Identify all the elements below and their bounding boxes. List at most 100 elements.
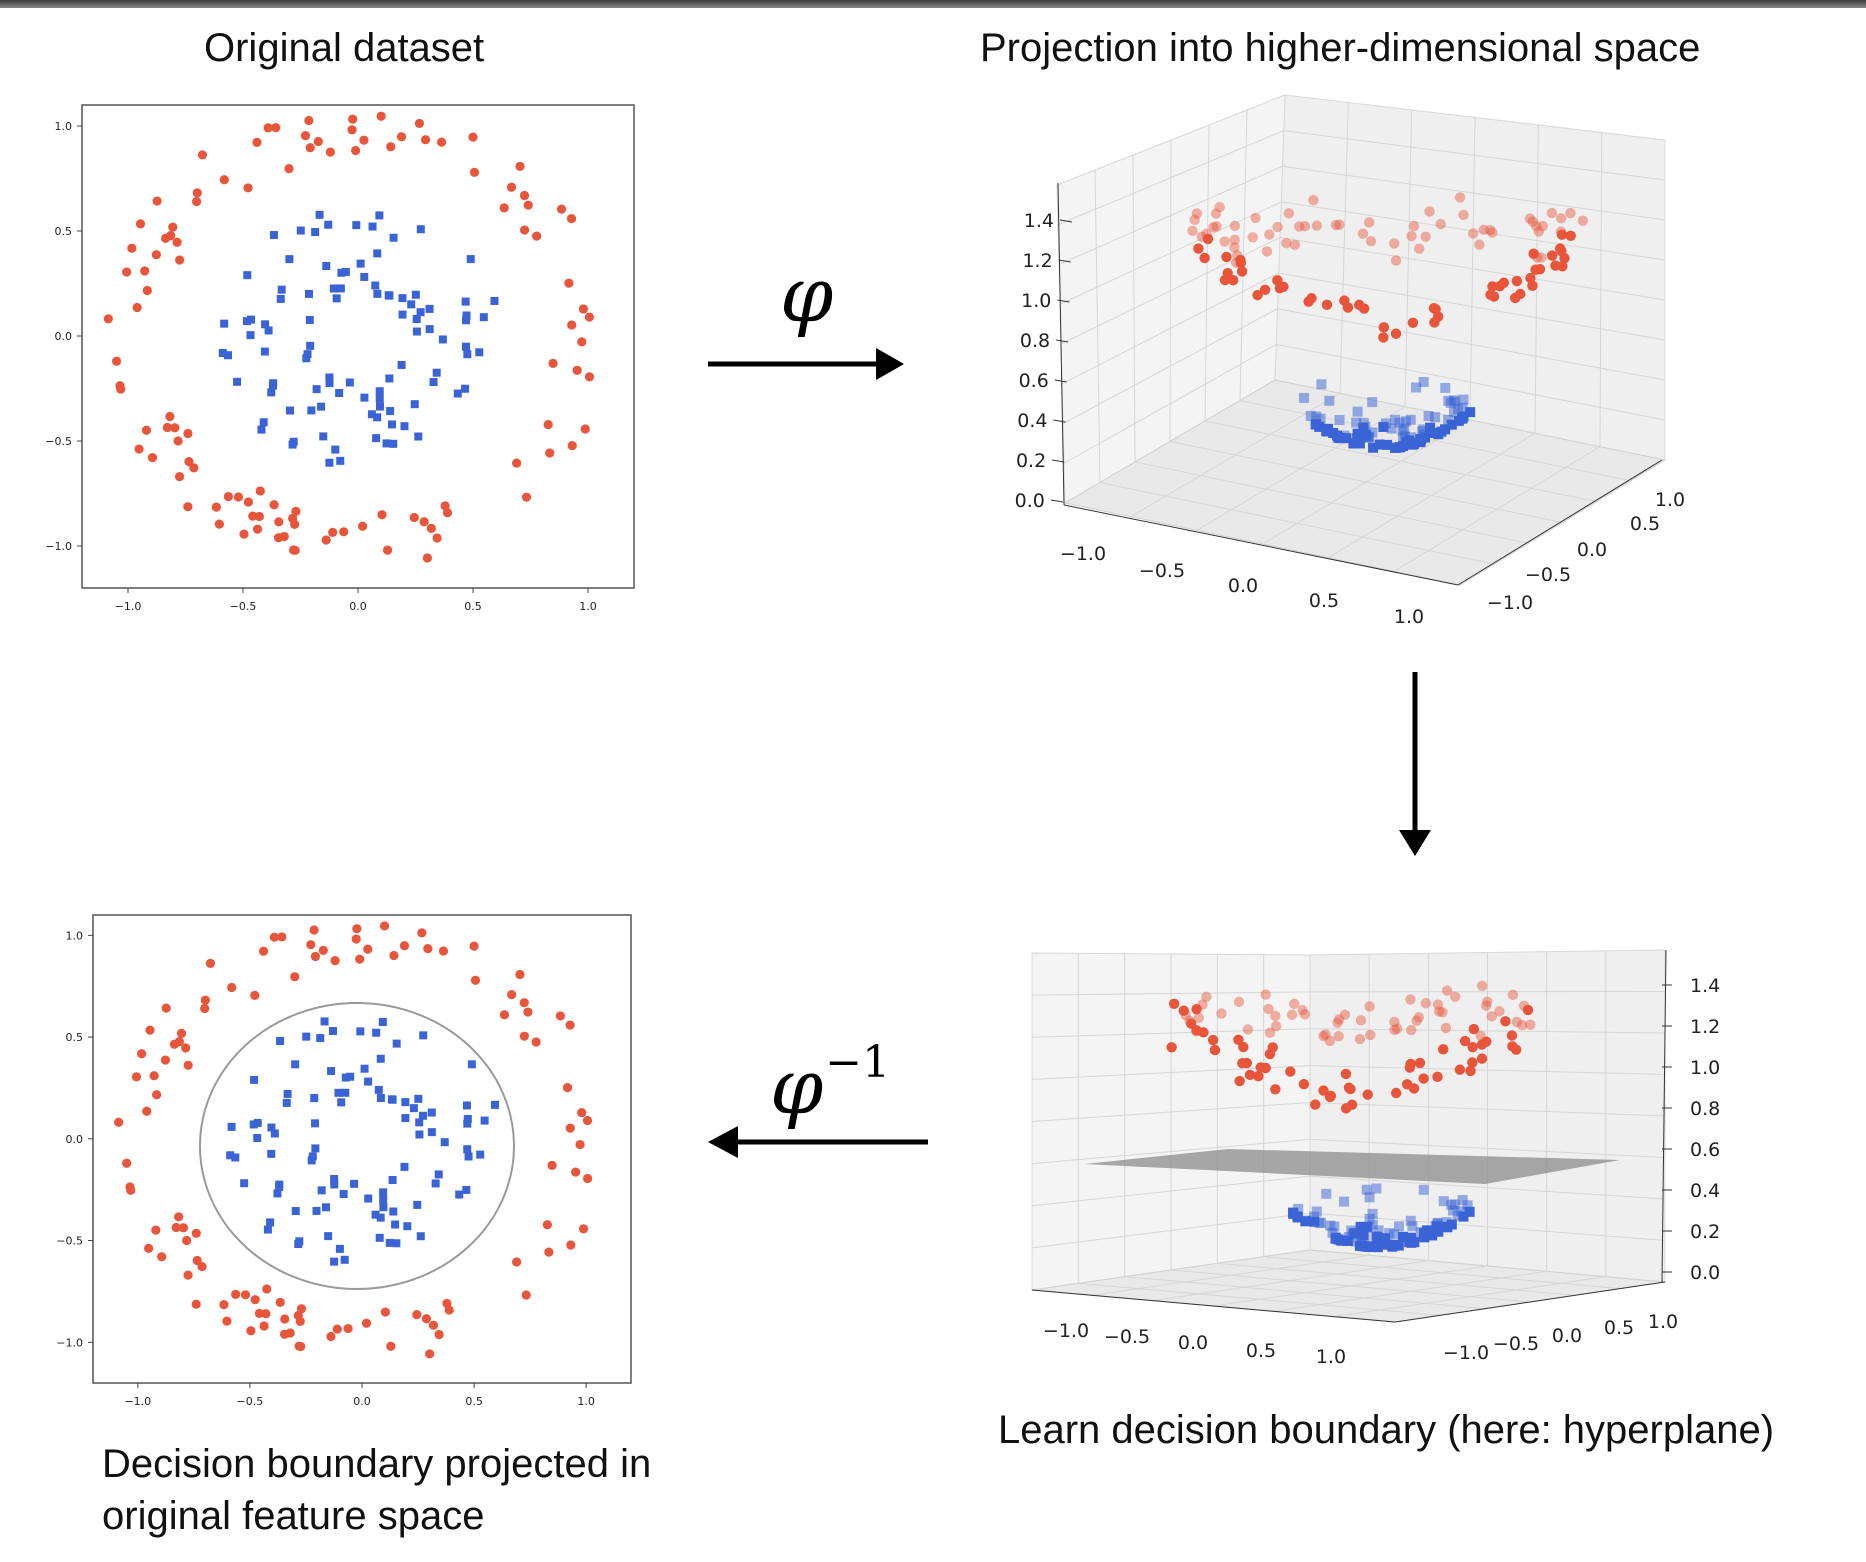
inner-class-point	[1367, 397, 1378, 408]
inner-class-point	[1330, 1232, 1341, 1243]
inner-class-point	[310, 1094, 319, 1103]
inner-class-point	[440, 1138, 449, 1147]
outer-class-point	[263, 123, 273, 133]
inner-class-point	[1438, 1196, 1449, 1207]
inner-class-point	[1352, 428, 1363, 439]
outer-class-point	[380, 1307, 391, 1317]
z-tick-label: 0.4	[1690, 1180, 1720, 1202]
outer-class-point	[1207, 1034, 1219, 1046]
inner-class-point	[331, 445, 340, 454]
outer-class-point	[1522, 1004, 1534, 1016]
x-tick-label: −0.5	[1104, 1326, 1150, 1348]
outer-class-point	[414, 118, 425, 129]
inner-class-point	[341, 1088, 350, 1097]
outer-class-point	[1407, 317, 1419, 328]
inner-class-point	[491, 1100, 500, 1109]
outer-class-point	[1214, 201, 1225, 213]
outer-class-point	[423, 944, 433, 954]
inner-class-point	[398, 310, 407, 319]
outer-class-point	[357, 521, 368, 531]
inner-class-point	[364, 1077, 373, 1086]
inner-class-point	[1371, 1183, 1382, 1194]
inner-class-point	[360, 272, 369, 281]
grid-line	[1094, 169, 1101, 483]
inner-class-point	[379, 1203, 388, 1212]
x-tick-label: 0.5	[1309, 590, 1339, 612]
outer-class-point	[330, 956, 340, 966]
caption-projected-line1: Decision boundary projected in	[102, 1442, 652, 1486]
z-tick-label: 1.2	[1022, 250, 1052, 272]
inner-class-point	[1346, 1225, 1357, 1236]
outer-class-point	[1507, 989, 1519, 1001]
z-tick-label: 0.6	[1019, 370, 1049, 392]
inner-class-point	[1419, 1232, 1430, 1243]
plot-boundary-points	[114, 921, 593, 1359]
y-tick-label: −1.0	[1487, 592, 1533, 614]
outer-class-point	[506, 182, 517, 192]
outer-class-point	[142, 1106, 152, 1116]
inner-class-point	[306, 341, 315, 350]
outer-class-point	[246, 1326, 256, 1336]
outer-class-point	[183, 502, 193, 512]
inner-class-point	[360, 1064, 369, 1073]
inner-class-point	[330, 1174, 339, 1183]
outer-class-point	[1332, 1017, 1343, 1028]
outer-class-point	[1468, 1023, 1480, 1035]
z-tick-label: 1.4	[1024, 210, 1054, 232]
outer-class-point	[348, 114, 358, 124]
outer-class-point	[1401, 1079, 1413, 1090]
outer-class-point	[1420, 231, 1431, 242]
inner-class-point	[322, 1203, 331, 1212]
outer-class-point	[422, 553, 433, 563]
x-tick-label: 1.0	[579, 600, 597, 613]
outer-class-point	[567, 440, 577, 451]
inner-class-point	[1404, 1236, 1415, 1247]
inner-class-point	[1374, 439, 1385, 450]
grid-line	[1339, 102, 1349, 394]
inner-class-point	[376, 1094, 385, 1103]
outer-class-point	[227, 982, 237, 993]
outer-class-point	[1511, 275, 1523, 287]
inner-class-point	[332, 294, 341, 303]
outer-class-point	[1411, 1015, 1422, 1027]
inner-class-point	[341, 1073, 350, 1082]
y-tick-label: 0.5	[55, 225, 73, 238]
inner-class-point	[1372, 1231, 1383, 1242]
x-tick-label: −0.5	[237, 1395, 264, 1408]
outer-class-point	[1475, 1030, 1486, 1041]
inner-class-point	[1357, 431, 1368, 442]
inner-class-point	[385, 291, 394, 300]
grid-line	[1204, 124, 1210, 422]
inner-class-point	[328, 1027, 337, 1036]
outer-class-point	[152, 1090, 162, 1100]
outer-class-point	[359, 135, 369, 145]
grid-line	[1239, 109, 1248, 401]
inner-class-point	[427, 1108, 436, 1117]
outer-class-point	[1259, 284, 1271, 296]
outer-class-point	[1406, 230, 1417, 242]
outer-class-point	[1494, 280, 1506, 292]
inner-class-point	[276, 294, 285, 303]
inner-class-point	[414, 432, 423, 441]
outer-class-point	[389, 950, 399, 961]
outer-class-point	[1531, 220, 1542, 232]
y-tick-label: 1.0	[1655, 489, 1685, 511]
inner-class-point	[1381, 418, 1392, 429]
outer-class-point	[1441, 985, 1453, 996]
outer-class-point	[1467, 1041, 1478, 1053]
inner-class-point	[462, 316, 471, 325]
outer-class-point	[1285, 1066, 1296, 1077]
outer-class-point	[181, 1043, 191, 1053]
y-tick-label: −0.5	[56, 1235, 83, 1248]
outer-class-point	[140, 266, 150, 276]
y-tick-label: 0.0	[55, 330, 73, 343]
outer-class-point	[271, 123, 281, 133]
outer-class-point	[409, 512, 419, 523]
projection-panes	[1056, 94, 1667, 586]
inner-class-point	[1351, 417, 1362, 428]
outer-class-point	[1433, 1006, 1445, 1017]
inner-class-point	[350, 1179, 359, 1188]
inner-class-point	[475, 348, 484, 357]
outer-class-point	[547, 1160, 557, 1170]
